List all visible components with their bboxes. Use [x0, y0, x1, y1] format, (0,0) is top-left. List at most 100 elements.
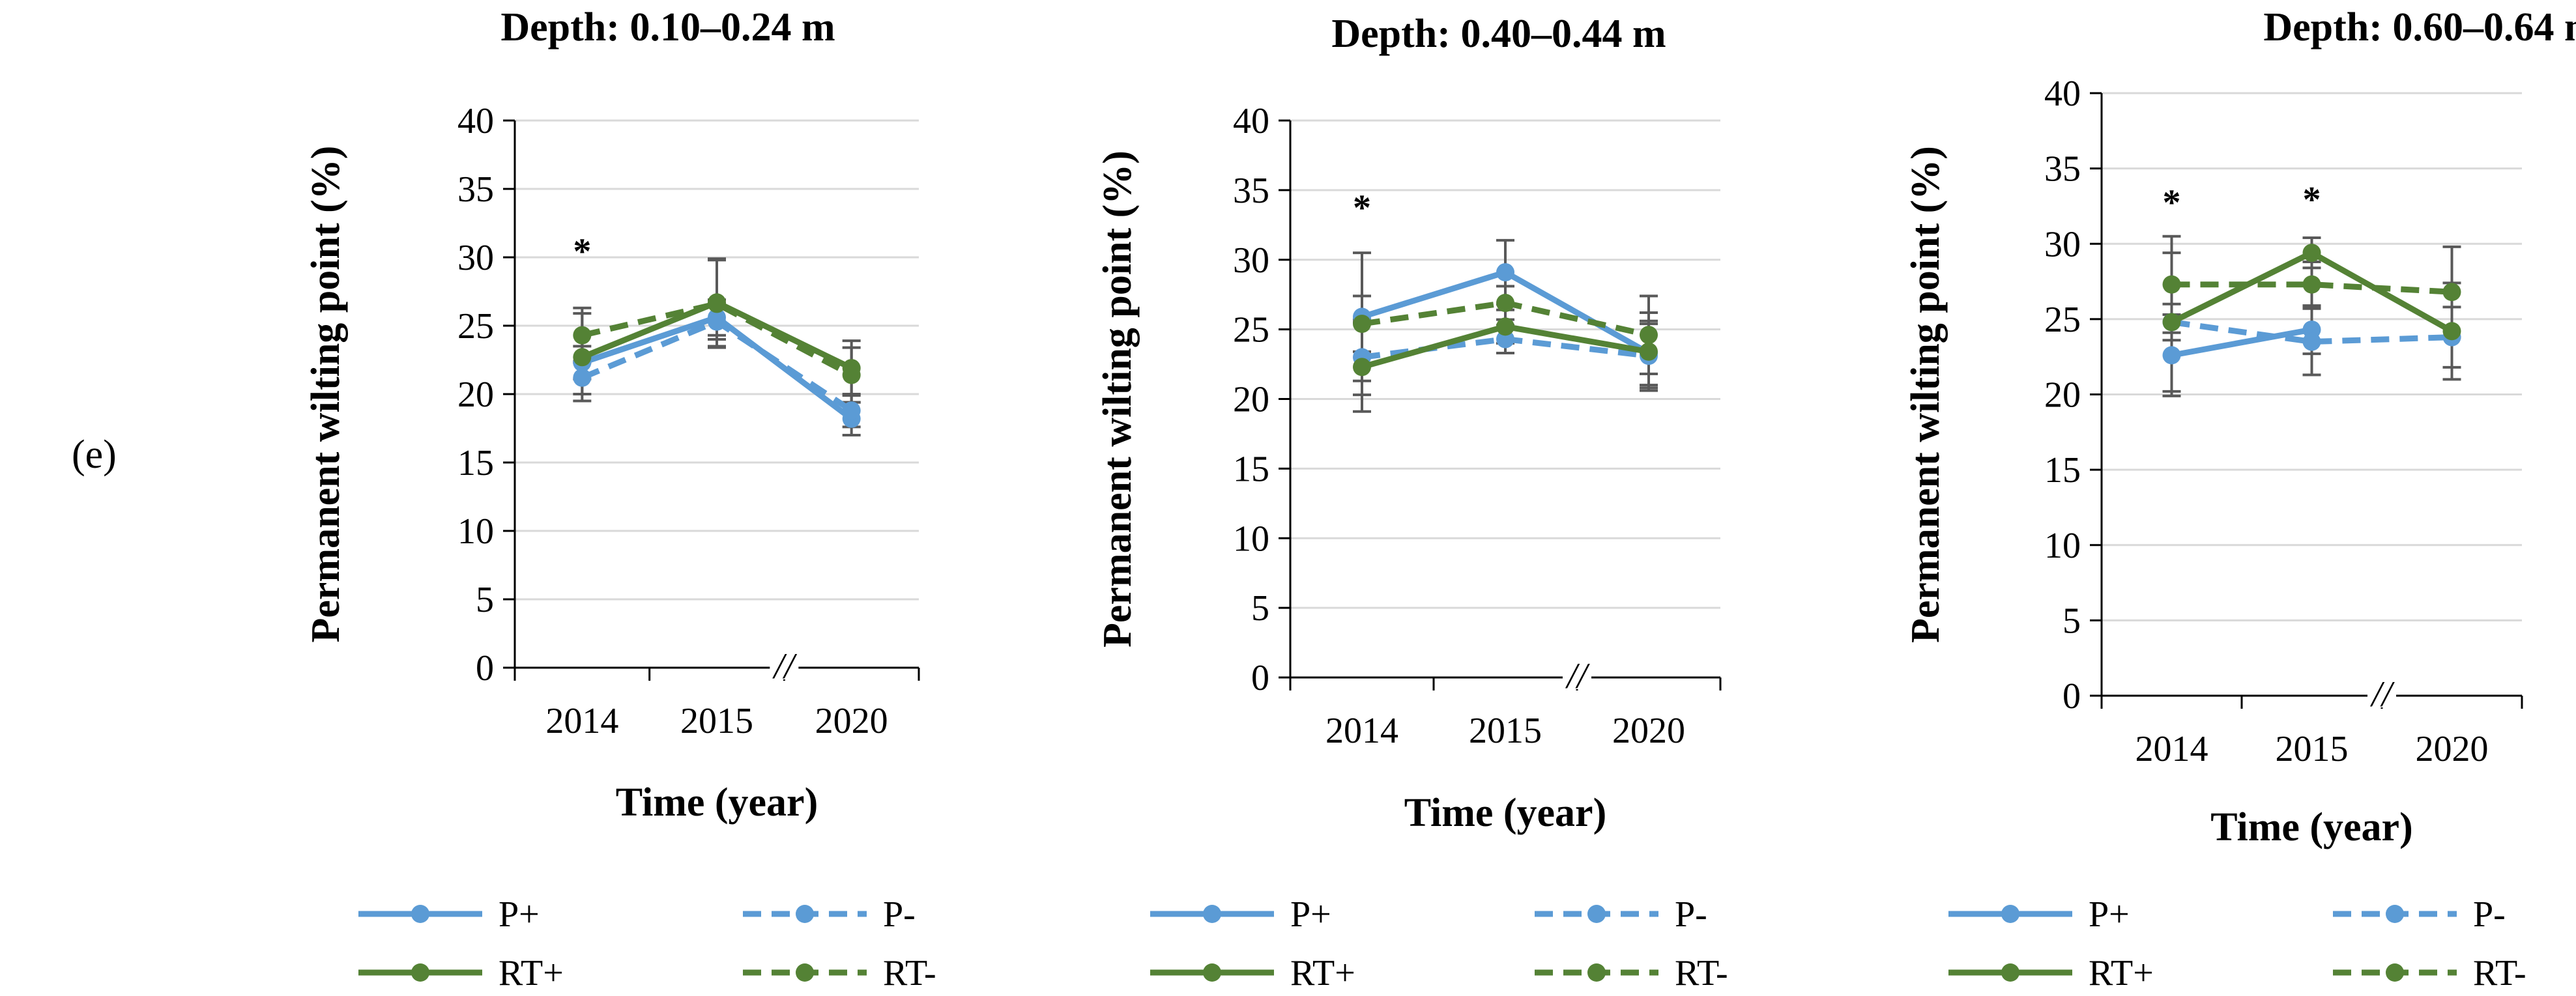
- chart-1: 0 5 10 15 20 25 30 35 40 2014 2015 2020 // Depth: 0.1…: [304, 5, 936, 993]
- panel-label: (e): [72, 433, 117, 477]
- x-tick-label: 2020: [815, 701, 888, 741]
- legend-label: RT+: [2089, 953, 2154, 993]
- data-point-rt_plus: [1353, 358, 1371, 377]
- data-point-rt_minus: [2442, 283, 2461, 302]
- data-point-rt_minus: [842, 365, 861, 384]
- axis-break-marker: //: [2369, 674, 2395, 715]
- y-tick-label: 0: [476, 648, 494, 689]
- axis-break-marker: //: [1565, 656, 1590, 696]
- x-axis-title: Time (year): [616, 780, 818, 825]
- legend-label: RT-: [883, 953, 936, 993]
- axis-break-mask: [2367, 684, 2396, 707]
- y-axis-title: Permanent wilting point (%): [304, 146, 348, 643]
- x-tick-label: 2014: [2135, 729, 2208, 769]
- chart-2: 0 5 10 15 20 25 30 35 40 2014 2015 2020 // Depth: 0.4…: [1095, 12, 1728, 993]
- data-point-rt_plus: [1496, 317, 1514, 336]
- chart-title: Depth: 0.10–0.24 m: [500, 5, 835, 50]
- y-tick-label: 20: [2044, 375, 2081, 416]
- chart-title: Depth: 0.40–0.44 m: [1331, 12, 1666, 56]
- y-tick-label: 20: [1233, 380, 1269, 420]
- legend-swatch-marker: [411, 905, 429, 923]
- data-point-rt_plus: [2162, 313, 2181, 332]
- y-tick-label: 30: [457, 238, 494, 278]
- legend-label: P-: [2473, 894, 2506, 935]
- data-point-rt_minus: [708, 294, 726, 313]
- y-tick-label: 35: [457, 169, 494, 210]
- y-tick-label: 25: [457, 306, 494, 347]
- legend-item-p_plus: P+: [1150, 894, 1331, 935]
- y-tick-label: 40: [457, 101, 494, 141]
- series-line-p_minus: [2171, 319, 2452, 345]
- legend-label: RT-: [2473, 953, 2526, 993]
- y-tick-label: 0: [1251, 658, 1269, 698]
- significance-marker: *: [1353, 188, 1371, 229]
- data-point-rt_minus: [1496, 294, 1514, 313]
- y-tick-label: 15: [457, 443, 494, 483]
- legend-item-rt_minus: RT-: [1535, 953, 1728, 993]
- series-line-p_plus: [2171, 326, 2313, 358]
- y-tick-label: 35: [2044, 149, 2081, 190]
- axis-break-marker: //: [772, 646, 798, 687]
- y-tick-label: 30: [1233, 240, 1269, 281]
- legend-label: P+: [1290, 894, 1331, 935]
- legend-swatch-marker: [2386, 905, 2404, 923]
- y-tick-label: 10: [2044, 526, 2081, 566]
- y-tick-label: 40: [2044, 74, 2081, 114]
- series-line-rt_minus: [581, 300, 853, 378]
- data-point-p_plus: [1496, 263, 1514, 281]
- y-tick-label: 15: [1233, 449, 1269, 489]
- chart-title: Depth: 0.60–0.64 m: [2263, 5, 2576, 50]
- axis-break-mask: [1563, 666, 1591, 689]
- y-tick-label: 40: [1233, 101, 1269, 141]
- data-point-rt_minus: [1353, 315, 1371, 334]
- data-point-p_minus: [842, 401, 861, 420]
- y-tick-label: 0: [2062, 676, 2081, 717]
- legend-label: P+: [2089, 894, 2130, 935]
- data-point-p_minus: [2302, 332, 2321, 351]
- data-point-p_plus: [2162, 346, 2181, 365]
- y-tick-label: 5: [476, 580, 494, 620]
- y-axis-title: Permanent wilting point (%): [1095, 150, 1140, 647]
- data-point-rt_plus: [1640, 342, 1658, 361]
- legend-item-rt_minus: RT-: [743, 953, 936, 993]
- legend-swatch-marker: [2386, 963, 2404, 982]
- legend-item-p_minus: P-: [2333, 894, 2506, 935]
- legend-label: P-: [883, 894, 916, 935]
- x-axis-title: Time (year): [1404, 791, 1606, 835]
- legend-label: P-: [1675, 894, 1707, 935]
- y-tick-label: 10: [1233, 519, 1269, 559]
- y-tick-label: 35: [1233, 171, 1269, 211]
- y-tick-label: 25: [2044, 300, 2081, 340]
- legend-item-rt_plus: RT+: [358, 953, 564, 993]
- data-point-p_minus: [1496, 330, 1514, 349]
- data-point-rt_minus: [2162, 275, 2181, 294]
- data-point-rt_minus: [1640, 326, 1658, 345]
- x-tick-label: 2020: [1612, 711, 1685, 751]
- significance-marker: *: [2303, 180, 2321, 220]
- legend-swatch-marker: [2001, 963, 2019, 982]
- data-point-rt_plus: [2442, 322, 2461, 341]
- legend-label: RT+: [499, 953, 564, 993]
- data-point-rt_plus: [573, 348, 592, 367]
- legend-swatch-marker: [1203, 963, 1221, 982]
- data-point-rt_plus: [2302, 244, 2321, 263]
- legend-item-rt_plus: RT+: [1948, 953, 2154, 993]
- legend-swatch-marker: [796, 963, 814, 982]
- x-tick-label: 2014: [545, 701, 618, 741]
- x-tick-label: 2014: [1325, 711, 1398, 751]
- y-tick-label: 20: [457, 375, 494, 415]
- data-point-rt_minus: [573, 326, 592, 345]
- legend-swatch-marker: [796, 905, 814, 923]
- legend-item-rt_plus: RT+: [1150, 953, 1355, 993]
- legend-swatch-marker: [1587, 963, 1606, 982]
- y-tick-label: 25: [1233, 310, 1269, 350]
- legend-swatch-marker: [1203, 905, 1221, 923]
- y-axis-title: Permanent wilting point (%): [1903, 146, 1948, 643]
- legend-item-rt_minus: RT-: [2333, 953, 2526, 993]
- x-tick-label: 2020: [2416, 729, 2489, 769]
- data-point-p_minus: [708, 312, 726, 331]
- chart-3: 0 5 10 15 20 25 30 35 40 2014 2015 2020 // Depth: 0.6…: [1903, 5, 2576, 993]
- data-point-rt_minus: [2302, 275, 2321, 294]
- axis-break-mask: [770, 656, 799, 679]
